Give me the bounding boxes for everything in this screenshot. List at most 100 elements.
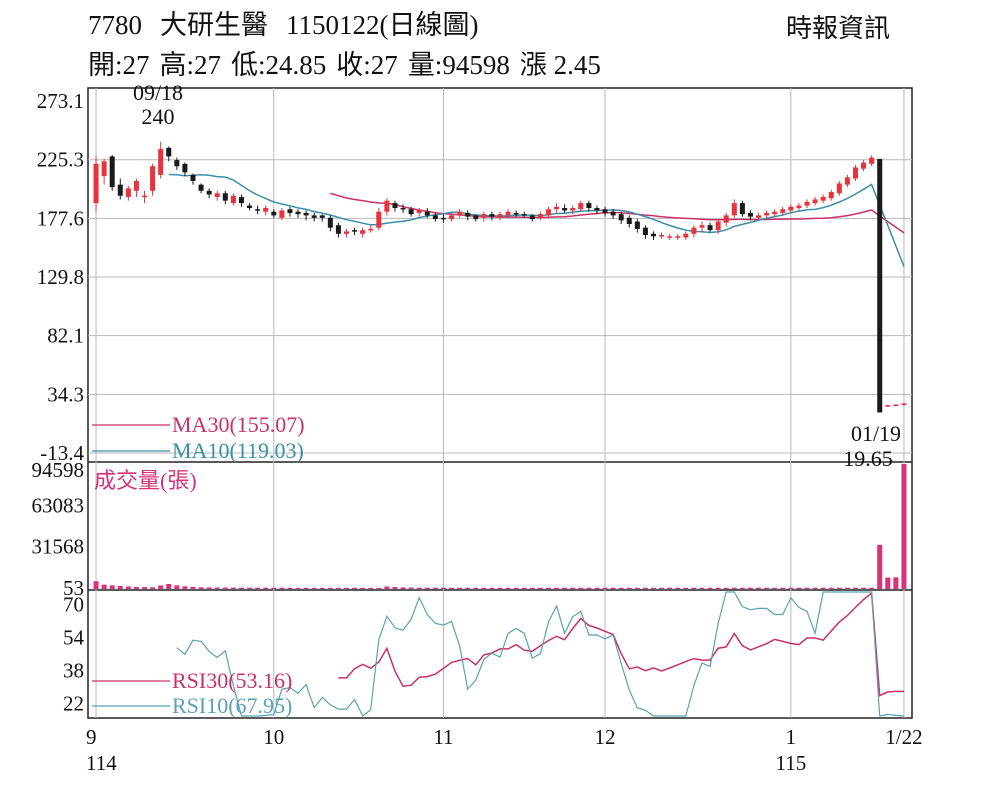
candle-body: [222, 193, 228, 201]
volume-bar: [602, 587, 608, 589]
volume-bar: [723, 587, 729, 589]
rsi-tick-label: 38: [63, 659, 84, 683]
candle-body: [360, 230, 366, 234]
volume-bar: [651, 587, 657, 589]
price-tick-label: -13.4: [40, 441, 84, 465]
volume-bar: [133, 586, 139, 589]
volume-bar: [715, 587, 721, 589]
volume-bar: [287, 587, 293, 589]
candle-body: [125, 188, 131, 197]
candle-body: [93, 163, 99, 204]
volume-tick-label: 31568: [32, 535, 85, 559]
candle-body: [505, 211, 511, 216]
candle-body: [384, 200, 390, 212]
volume-bar: [319, 587, 325, 589]
volume-bar: [788, 587, 794, 589]
volume-bar: [424, 587, 430, 589]
volume-bar: [877, 544, 883, 589]
candle-body: [861, 162, 867, 169]
volume-bar: [150, 587, 156, 589]
candle-body: [747, 212, 753, 217]
volume-bar: [683, 587, 689, 589]
candle-body: [158, 149, 164, 175]
candle-body: [513, 212, 519, 215]
candle-body: [174, 160, 180, 167]
volume-tick-label: 63083: [32, 493, 85, 517]
candle-body: [675, 236, 681, 238]
candle-body: [707, 225, 713, 231]
candle-body: [182, 163, 188, 173]
stock-code: 7780: [88, 10, 142, 40]
candle-body: [238, 196, 244, 204]
volume-bar: [125, 586, 131, 589]
volume-bar: [804, 587, 810, 589]
price-tick-label: 273.1: [37, 89, 84, 113]
volume-bar: [707, 587, 713, 589]
volume-bar: [101, 584, 107, 589]
candle-body: [667, 236, 673, 238]
candle-body: [457, 211, 463, 216]
candle-body: [699, 225, 705, 228]
candle-body: [352, 230, 358, 232]
volume-bar: [166, 584, 172, 589]
candle-body: [651, 233, 657, 237]
x-tick-sublabel: 115: [775, 751, 806, 775]
candle-body: [166, 147, 172, 157]
volume-bar: [626, 587, 632, 589]
candle-body: [214, 193, 220, 197]
x-tick-label: 9: [86, 725, 97, 749]
volume-bar: [739, 587, 745, 589]
volume-bar: [844, 587, 850, 589]
ma30-line: [330, 192, 905, 234]
candle-body: [521, 214, 527, 216]
volume-bar: [562, 587, 568, 589]
volume-bar: [206, 587, 212, 589]
volume-bar: [295, 587, 301, 589]
volume-bar: [214, 587, 220, 589]
candle-body: [142, 195, 148, 198]
volume-bar: [303, 587, 309, 589]
candle-body: [901, 403, 907, 405]
candle-body: [780, 209, 786, 213]
candle-body: [586, 203, 592, 209]
candle-body: [117, 184, 123, 196]
x-tick-label: 1: [786, 725, 797, 749]
candle-body: [562, 208, 568, 211]
candle-body: [303, 212, 309, 216]
candle-body: [319, 215, 325, 218]
candle-body: [481, 214, 487, 218]
volume-bar: [869, 587, 875, 589]
x-tick-label: 12: [595, 725, 616, 749]
volume-bar: [400, 587, 406, 589]
volume-bar: [117, 585, 123, 589]
volume-bar: [893, 577, 899, 589]
volume-bar: [513, 587, 519, 589]
candle-body: [554, 206, 560, 210]
candle-body: [844, 177, 850, 185]
volume-bar: [594, 587, 600, 589]
candle-body: [852, 167, 858, 179]
price-tick-label: 225.3: [37, 148, 84, 172]
quote-high: 高:27: [159, 50, 222, 80]
volume-bar: [820, 587, 826, 589]
volume-bar: [368, 587, 374, 589]
volume-bar: [747, 587, 753, 589]
candle-body: [796, 205, 802, 209]
volume-bar: [247, 587, 253, 589]
ma10-legend-label: MA10(119.03): [172, 438, 304, 463]
quote-close: 收:27: [336, 50, 398, 80]
volume-bar: [432, 587, 438, 589]
rsi30-legend-label: RSI30(53.16): [172, 668, 292, 693]
volume-bar: [634, 587, 640, 589]
candle-body: [877, 158, 883, 413]
x-tick-label: 10: [263, 725, 284, 749]
candle-body: [465, 212, 471, 217]
candle-body: [335, 225, 341, 234]
candle-body: [545, 209, 551, 216]
candle-body: [772, 211, 778, 215]
candle-body: [424, 211, 430, 216]
candle-body: [820, 196, 826, 201]
quote-change: 漲 2.45: [519, 50, 601, 80]
volume-bar: [667, 587, 673, 589]
quote-low: 低:24.85: [231, 50, 327, 80]
